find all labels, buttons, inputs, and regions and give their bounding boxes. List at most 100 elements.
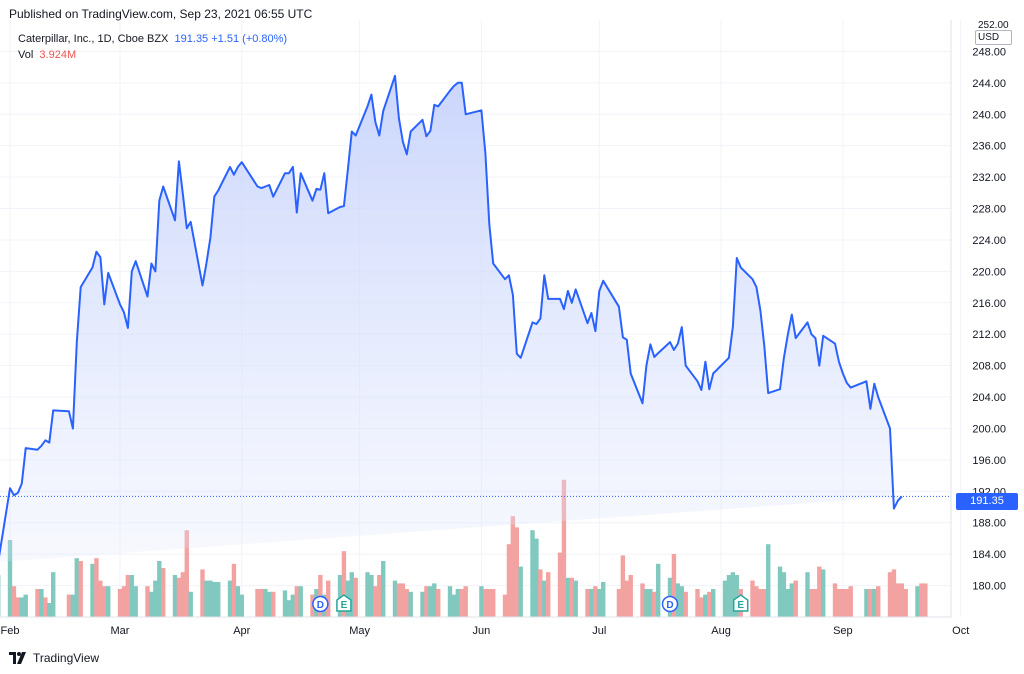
volume-bar bbox=[188, 591, 193, 617]
volume-bar bbox=[809, 589, 814, 617]
volume-bar bbox=[204, 580, 209, 617]
x-tick-label: Feb bbox=[1, 625, 20, 637]
volume-bar bbox=[66, 594, 72, 617]
volume-bar bbox=[832, 583, 838, 617]
dividend-event-marker[interactable]: D bbox=[312, 595, 329, 613]
legend-last-price: 191.35 bbox=[174, 33, 209, 45]
volume-bar bbox=[349, 572, 354, 617]
volume-bar bbox=[267, 591, 272, 617]
volume-bar bbox=[648, 589, 653, 617]
volume-bar bbox=[129, 575, 134, 617]
volume-bar bbox=[534, 538, 539, 617]
volume-bar bbox=[377, 575, 382, 617]
volume-bar bbox=[271, 591, 276, 617]
earnings-event-marker[interactable]: E bbox=[732, 594, 749, 612]
volume-bar bbox=[699, 597, 704, 617]
volume-bar bbox=[868, 589, 873, 617]
footer-brand[interactable]: TradingView bbox=[9, 651, 99, 665]
volume-bar bbox=[463, 586, 468, 617]
volume-bar bbox=[844, 589, 849, 617]
volume-bar bbox=[102, 586, 107, 617]
price-line bbox=[0, 74, 903, 558]
volume-bar bbox=[707, 591, 712, 617]
volume-bar bbox=[817, 566, 822, 617]
volume-bar bbox=[180, 572, 186, 617]
volume-bar bbox=[915, 586, 920, 617]
time-axis[interactable]: Feb Mar Apr May Jun Jul Aug Sep Oct bbox=[1, 625, 970, 637]
volume-bar bbox=[487, 589, 492, 617]
volume-bar bbox=[789, 583, 794, 617]
volume-bar bbox=[396, 583, 402, 617]
y-tick-label: 224.00 bbox=[972, 235, 1006, 247]
volume-bar bbox=[51, 572, 56, 617]
volume-bar bbox=[235, 586, 241, 617]
x-tick-label: Mar bbox=[111, 625, 130, 637]
volume-bar bbox=[491, 589, 496, 617]
earnings-event-marker[interactable]: E bbox=[336, 594, 352, 612]
volume-bar bbox=[730, 572, 736, 617]
volume-bar bbox=[510, 516, 516, 617]
legend-volume-line: Vol 3.924M bbox=[18, 49, 76, 61]
volume-bar bbox=[43, 597, 48, 617]
price-axis[interactable]: 180.00184.00188.00192.00196.00200.00204.… bbox=[972, 46, 1006, 592]
y-tick-label: 220.00 bbox=[972, 266, 1006, 278]
currency-label[interactable]: 252.00 USD bbox=[975, 20, 1012, 45]
volume-bar bbox=[597, 589, 602, 617]
volume-bar bbox=[424, 586, 429, 617]
volume-bar bbox=[39, 589, 44, 617]
volume-bar bbox=[919, 583, 924, 617]
volume-bar bbox=[793, 580, 798, 617]
volume-bar bbox=[436, 589, 441, 617]
volume-bar bbox=[644, 589, 649, 617]
volume-bar bbox=[381, 561, 386, 617]
y-tick-label: 228.00 bbox=[972, 204, 1006, 216]
volume-bar bbox=[573, 580, 578, 617]
volume-bar bbox=[298, 586, 303, 617]
volume-bar bbox=[624, 580, 629, 617]
volume-bar bbox=[447, 586, 453, 617]
volume-bar bbox=[821, 569, 826, 617]
volume-bar bbox=[754, 586, 759, 617]
volume-bar bbox=[762, 589, 767, 617]
volume-bar bbox=[585, 589, 590, 617]
footer-brand-text: TradingView bbox=[33, 651, 100, 665]
volume-bar bbox=[683, 591, 688, 617]
volume-bar bbox=[895, 583, 901, 617]
volume-bar bbox=[161, 568, 166, 617]
y-tick-label: 232.00 bbox=[972, 172, 1006, 184]
y-tick-label: 244.00 bbox=[972, 78, 1006, 90]
volume-bar bbox=[231, 563, 237, 617]
price-area bbox=[0, 74, 903, 562]
volume-bar bbox=[184, 530, 189, 617]
volume-bar bbox=[117, 589, 123, 617]
volume-bar bbox=[679, 586, 684, 617]
currency-text: USD bbox=[978, 32, 1000, 43]
volume-bar bbox=[836, 589, 842, 617]
y-tick-label: 200.00 bbox=[972, 423, 1006, 435]
volume-bar bbox=[216, 582, 221, 617]
volume-bar bbox=[259, 589, 264, 617]
volume-bar bbox=[695, 589, 700, 617]
legend-vol-label: Vol bbox=[18, 49, 34, 61]
volume-bar bbox=[703, 594, 708, 617]
volume-bar bbox=[542, 580, 547, 617]
volume-bar bbox=[263, 589, 268, 617]
volume-bar bbox=[518, 566, 523, 617]
volume-bar bbox=[227, 580, 233, 617]
volume-bar bbox=[557, 552, 563, 617]
y-tick-label: 212.00 bbox=[972, 329, 1006, 341]
dividend-event-marker[interactable]: D bbox=[661, 595, 679, 613]
volume-bar bbox=[483, 589, 488, 617]
x-tick-label: Jul bbox=[592, 625, 606, 637]
volume-bar bbox=[722, 580, 728, 617]
x-tick-label: Jun bbox=[473, 625, 491, 637]
y-tick-label: 236.00 bbox=[972, 141, 1006, 153]
volume-bar bbox=[785, 589, 791, 617]
volume-bar bbox=[341, 551, 347, 617]
volume-bar bbox=[675, 583, 681, 617]
volume-bar bbox=[923, 583, 928, 617]
volume-bar bbox=[899, 583, 904, 617]
y-tick-label: 188.00 bbox=[972, 518, 1006, 530]
volume-bar bbox=[652, 591, 657, 617]
